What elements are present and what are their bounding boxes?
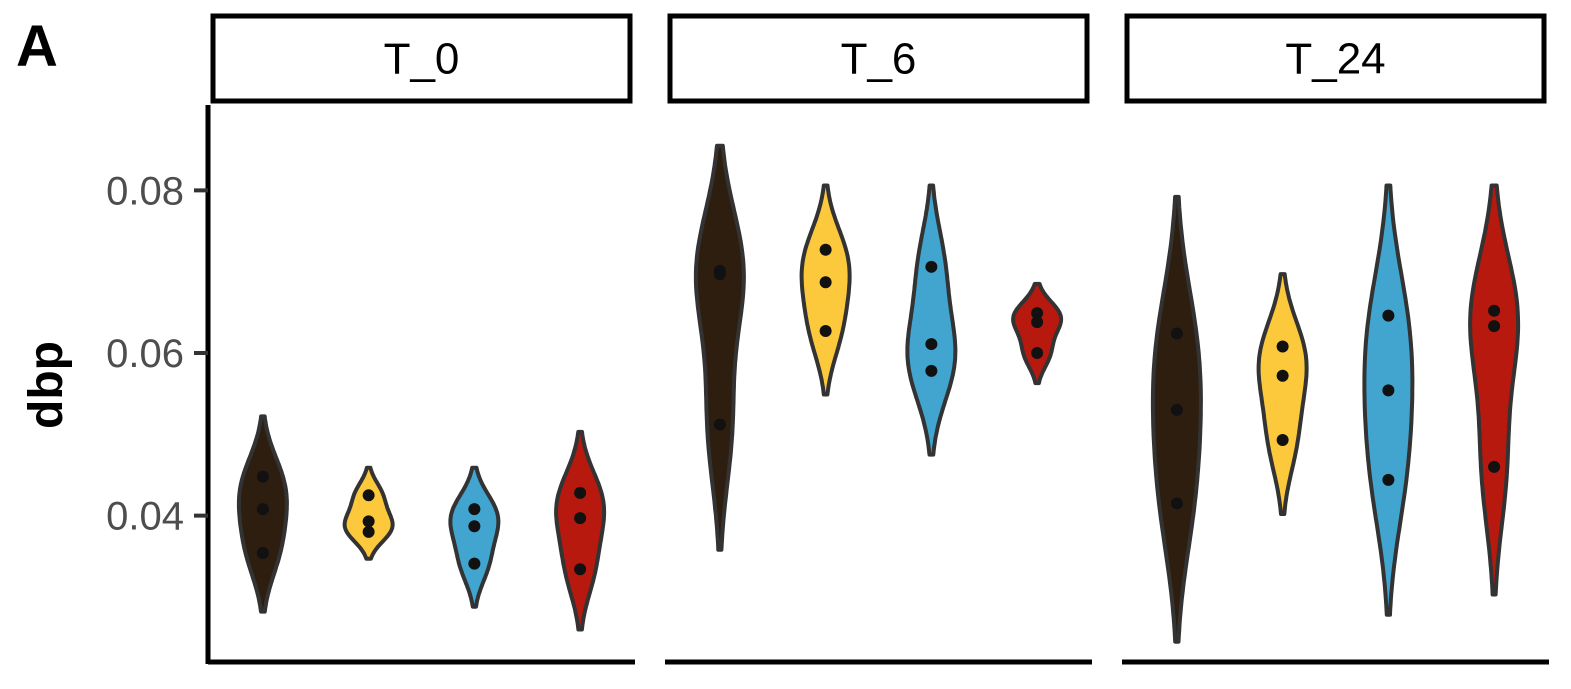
violin xyxy=(448,465,501,609)
violin xyxy=(342,465,395,561)
data-point xyxy=(574,563,587,576)
violin xyxy=(554,429,607,632)
data-point xyxy=(574,512,587,525)
data-point xyxy=(362,489,375,502)
violin-group xyxy=(905,183,958,457)
violin-group xyxy=(799,183,852,397)
facets: T_0 T_6 T_24 xyxy=(208,13,1549,665)
data-point xyxy=(256,547,269,560)
data-point xyxy=(713,418,726,431)
data-point xyxy=(256,503,269,516)
violin-group xyxy=(693,143,746,552)
y-tick-label: 0.06 xyxy=(106,332,184,376)
violin xyxy=(1150,194,1203,644)
violin-group xyxy=(1011,281,1064,386)
violin xyxy=(1256,272,1309,516)
data-point xyxy=(925,260,938,273)
data-point xyxy=(1382,473,1395,486)
violin xyxy=(799,183,852,397)
violin-group xyxy=(236,414,289,614)
violin-group xyxy=(1256,272,1309,516)
data-point xyxy=(1488,320,1501,333)
data-point xyxy=(1382,384,1395,397)
data-point xyxy=(819,243,832,256)
violin-group xyxy=(448,465,501,609)
facet-strip-label: T_0 xyxy=(384,35,460,84)
data-point xyxy=(468,503,481,516)
data-point xyxy=(574,486,587,499)
facet-T_24: T_24 xyxy=(1122,13,1549,665)
data-point xyxy=(1276,369,1289,382)
data-point xyxy=(1488,304,1501,317)
violin-group xyxy=(554,429,607,632)
facet-strip xyxy=(1124,13,1547,104)
y-axis-title: dbp xyxy=(20,341,73,429)
violin-group xyxy=(1468,183,1521,597)
violin-group xyxy=(1362,183,1415,617)
facet-T_0: T_0 xyxy=(208,13,635,665)
data-point xyxy=(1488,460,1501,473)
data-point xyxy=(468,520,481,533)
data-point xyxy=(362,515,375,528)
violin xyxy=(693,143,746,552)
data-point xyxy=(925,338,938,351)
data-point xyxy=(925,364,938,377)
data-point xyxy=(819,276,832,289)
panel-label: A xyxy=(16,14,58,79)
data-point xyxy=(1031,307,1044,320)
y-tick-label: 0.08 xyxy=(106,169,184,213)
data-point xyxy=(1382,309,1395,322)
facet-T_6: T_6 xyxy=(665,13,1092,665)
facet-strip-label: T_24 xyxy=(1285,35,1385,84)
data-point xyxy=(256,470,269,483)
facet-strip xyxy=(210,13,633,104)
facet-strip-label: T_6 xyxy=(841,35,917,84)
data-point xyxy=(819,325,832,338)
y-axis: 0.04 0.06 0.08 xyxy=(106,105,211,664)
data-point xyxy=(1276,340,1289,353)
violin xyxy=(1362,183,1415,617)
data-point xyxy=(468,557,481,570)
facet-strip xyxy=(667,13,1090,104)
data-point xyxy=(362,525,375,538)
data-point xyxy=(1170,403,1183,416)
violin-group xyxy=(1150,194,1203,644)
violin xyxy=(1468,183,1521,597)
data-point xyxy=(1170,497,1183,510)
data-point xyxy=(1031,316,1044,329)
data-point xyxy=(1170,327,1183,340)
data-point xyxy=(713,268,726,281)
y-tick-label: 0.04 xyxy=(106,495,184,539)
violin xyxy=(1011,281,1064,386)
violin-group xyxy=(342,465,395,561)
data-point xyxy=(1276,434,1289,447)
violin xyxy=(905,183,958,457)
data-point xyxy=(1031,347,1044,360)
